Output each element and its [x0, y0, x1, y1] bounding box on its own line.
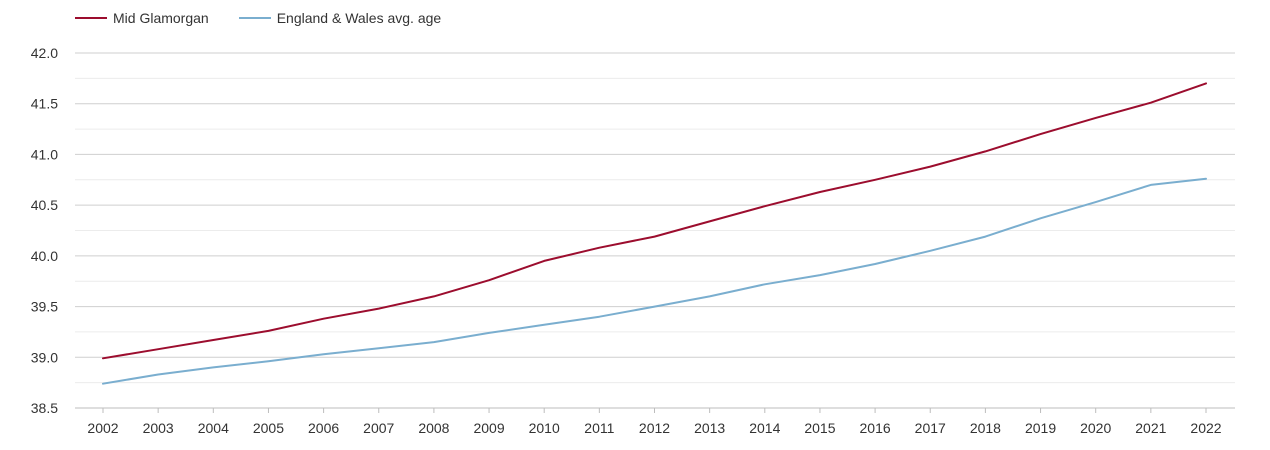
x-tick-label: 2017 — [915, 420, 946, 436]
series-line-england-wales — [102, 177, 1207, 385]
legend-label-mid-glamorgan: Mid Glamorgan — [113, 10, 209, 26]
x-tick-label: 2018 — [970, 420, 1001, 436]
x-tick-label: 2022 — [1190, 420, 1221, 436]
y-tick-label: 41.0 — [31, 146, 58, 162]
x-tick-label: 2013 — [694, 420, 725, 436]
x-tick-label: 2020 — [1080, 420, 1111, 436]
x-tick-label: 2007 — [363, 420, 394, 436]
legend-item-england-wales[interactable]: England & Wales avg. age — [238, 10, 442, 26]
x-tick-label: 2005 — [253, 420, 284, 436]
legend-label-england-wales: England & Wales avg. age — [276, 10, 442, 26]
x-tick-label: 2014 — [749, 420, 780, 436]
x-tick-label: 2003 — [143, 420, 174, 436]
y-tick-label: 38.5 — [31, 400, 58, 416]
legend-swatch-mid-glamorgan — [75, 17, 107, 19]
y-tick-label: 41.5 — [31, 96, 58, 112]
y-tick-label: 39.0 — [31, 349, 58, 365]
x-tick-label: 2008 — [418, 420, 449, 436]
legend-swatch-england-wales — [238, 17, 271, 19]
x-tick-label: 2012 — [639, 420, 670, 436]
x-tick-label: 2015 — [804, 420, 835, 436]
x-tick-label: 2004 — [198, 420, 229, 436]
series-line-mid-glamorgan — [102, 82, 1207, 360]
x-tick-label: 2019 — [1025, 420, 1056, 436]
grid-lines — [75, 52, 1235, 409]
x-tick-label: 2006 — [308, 420, 339, 436]
x-tick-label: 2002 — [87, 420, 118, 436]
y-tick-label: 39.5 — [31, 299, 58, 315]
x-tick-label: 2016 — [860, 420, 891, 436]
x-tick-label: 2021 — [1135, 420, 1166, 436]
x-tick-label: 2011 — [584, 420, 614, 436]
series-lines — [102, 82, 1207, 385]
x-tick-label: 2010 — [529, 420, 560, 436]
legend-item-mid-glamorgan[interactable]: Mid Glamorgan — [75, 10, 209, 26]
y-tick-label: 40.5 — [31, 197, 58, 213]
y-tick-label: 42.0 — [31, 45, 58, 61]
x-tick-label: 2009 — [473, 420, 504, 436]
chart-legend: Mid Glamorgan England & Wales avg. age — [75, 10, 471, 26]
y-axis: 38.5 39.0 39.5 40.0 40.5 41.0 41.5 42.0 — [31, 45, 58, 416]
y-tick-label: 40.0 — [31, 248, 58, 264]
x-axis: 2002 2003 2004 2005 2006 2007 2008 2009 2010 2011… — [87, 408, 1222, 436]
